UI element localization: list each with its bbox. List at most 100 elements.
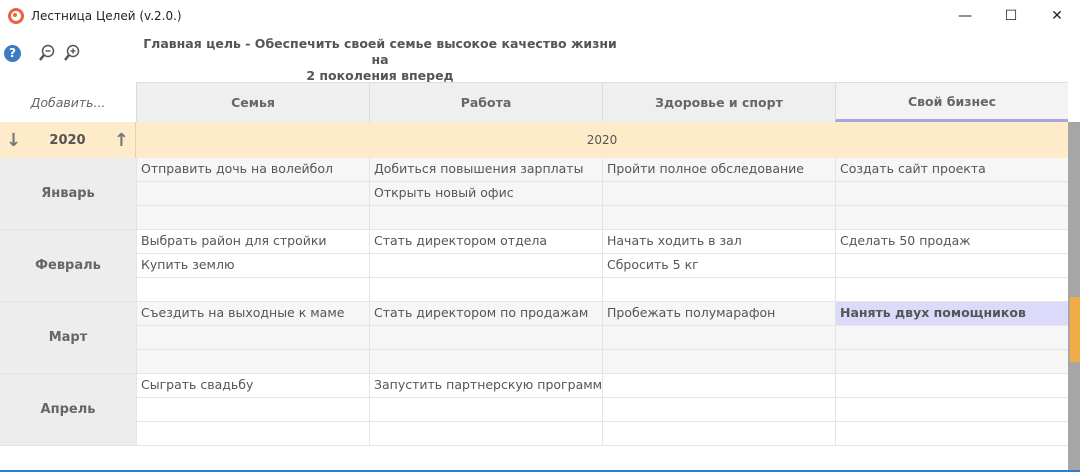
arrow-up-icon[interactable]: ↑ [113,129,129,151]
bottom-border [0,470,1080,472]
main-goal-line1: Главная цель - Обеспечить своей семье вы… [143,36,617,67]
goal-cell[interactable] [603,398,835,422]
goal-cell[interactable]: Пройти полное обследование [603,158,835,182]
goal-cell[interactable]: Купить землю [137,254,369,278]
window-title: Лестница Целей (v.2.0.) [31,9,182,23]
year-banner: 2020 [586,133,618,147]
goal-cell[interactable]: Отправить дочь на волейбол [137,158,369,182]
header-row: Добавить... Семья Работа Здоровье и спор… [0,82,1068,122]
month-column: Стать директором по продажам [369,302,602,374]
goal-cell[interactable] [137,398,369,422]
goal-cell[interactable]: Создать сайт проекта [836,158,1068,182]
goals-grid: Добавить... Семья Работа Здоровье и спор… [0,82,1068,446]
month-column: Стать директором отдела [369,230,602,302]
goal-cell[interactable] [137,278,369,302]
maximize-button[interactable]: ☐ [1004,8,1018,24]
month-label: Март [0,302,136,373]
year-label: 2020 [49,132,86,148]
month-label: Февраль [0,230,136,301]
zoom-in-icon[interactable] [63,44,81,62]
goal-cell[interactable] [370,422,602,446]
goal-cell[interactable] [370,206,602,230]
month-label: Январь [0,158,136,229]
month-column: Съездить на выходные к маме [136,302,369,374]
goal-cell[interactable] [836,206,1068,230]
column-header-business[interactable]: Свой бизнес [835,82,1068,122]
column-header-work[interactable]: Работа [369,82,602,122]
goal-cell[interactable]: Стать директором отдела [370,230,602,254]
help-icon[interactable]: ? [4,45,21,62]
month-column: Добиться повышения зарплаты Открыть новый… [369,158,602,230]
column-header-health[interactable]: Здоровье и спорт [602,82,835,122]
month-column: Начать ходить в зал Сбросить 5 кг [602,230,835,302]
goal-cell[interactable]: Начать ходить в зал [603,230,835,254]
month-column: Пробежать полумарафон [602,302,835,374]
month-column: Отправить дочь на волейбол [136,158,369,230]
goal-cell[interactable] [603,326,835,350]
goal-cell[interactable] [603,182,835,206]
year-row: ↓ 2020 ↑ 2020 [0,122,1068,158]
minimize-button[interactable]: — [958,8,972,24]
goal-cell[interactable] [603,278,835,302]
goal-cell[interactable]: Съездить на выходные к маме [137,302,369,326]
month-column: Нанять двух помощников [835,302,1068,374]
goal-cell[interactable]: Пробежать полумарафон [603,302,835,326]
month-column: Сыграть свадьбу [136,374,369,446]
goal-cell[interactable] [137,422,369,446]
goal-cell[interactable]: Открыть новый офис [370,182,602,206]
toolbar: ? Главная цель - Обеспечить своей семье … [0,32,1080,84]
month-row: Февраль Выбрать район для стройки Купить з… [0,230,1068,302]
zoom-out-icon[interactable] [38,44,56,62]
month-column: Выбрать район для стройки Купить землю [136,230,369,302]
goal-cell[interactable] [370,254,602,278]
goal-cell[interactable] [603,206,835,230]
month-row: Апрель Сыграть свадьбу Запустить партнерск… [0,374,1068,446]
goal-cell[interactable]: Стать директором по продажам [370,302,602,326]
goal-cell[interactable] [836,398,1068,422]
goal-cell[interactable] [836,374,1068,398]
goal-cell[interactable] [603,374,835,398]
goal-cell[interactable] [836,422,1068,446]
month-column [602,374,835,446]
goal-cell[interactable]: Добиться повышения зарплаты [370,158,602,182]
year-selector: ↓ 2020 ↑ [0,122,136,158]
goal-cell[interactable] [137,182,369,206]
month-column: Создать сайт проекта [835,158,1068,230]
month-label: Апрель [0,374,136,445]
goal-cell[interactable] [137,350,369,374]
goal-cell[interactable]: Сыграть свадьбу [137,374,369,398]
goal-cell[interactable]: Сбросить 5 кг [603,254,835,278]
goal-cell[interactable] [836,326,1068,350]
goal-cell[interactable] [836,278,1068,302]
goal-cell[interactable] [370,326,602,350]
goal-cell[interactable]: Сделать 50 продаж [836,230,1068,254]
goal-cell[interactable] [370,350,602,374]
goal-cell[interactable] [370,278,602,302]
main-goal-line2: 2 поколения вперед [306,68,454,83]
goal-cell[interactable]: Нанять двух помощников [836,302,1068,326]
goal-cell[interactable] [603,422,835,446]
goal-cell[interactable] [137,206,369,230]
add-button[interactable]: Добавить... [30,94,106,110]
goal-cell[interactable]: Выбрать район для стройки [137,230,369,254]
vertical-scrollbar[interactable] [1068,122,1080,472]
goal-cell[interactable] [370,398,602,422]
goal-cell[interactable] [836,182,1068,206]
column-header-family[interactable]: Семья [136,82,369,122]
month-row: Март Съездить на выходные к маме Стать дир… [0,302,1068,374]
arrow-down-icon[interactable]: ↓ [6,129,22,151]
goal-cell[interactable]: Запустить партнерскую программу [370,374,602,398]
goal-cell[interactable] [137,326,369,350]
month-column: Запустить партнерскую программу [369,374,602,446]
goal-cell[interactable] [603,350,835,374]
goal-cell[interactable] [836,350,1068,374]
month-column: Сделать 50 продаж [835,230,1068,302]
scrollbar-thumb[interactable] [1070,297,1080,362]
close-button[interactable]: ✕ [1051,8,1063,24]
main-goal: Главная цель - Обеспечить своей семье вы… [140,36,620,84]
goal-cell[interactable] [836,254,1068,278]
target-app-icon [8,8,24,24]
title-bar: Лестница Целей (v.2.0.) — ☐ ✕ [0,0,1080,32]
month-column [835,374,1068,446]
month-column: Пройти полное обследование [602,158,835,230]
